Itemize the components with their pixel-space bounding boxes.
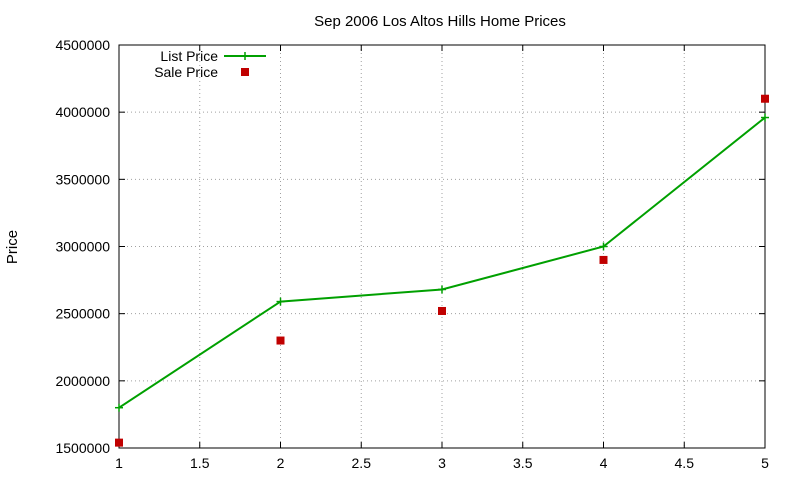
x-tick-label: 5 — [761, 455, 769, 471]
x-tick-label: 4.5 — [675, 455, 695, 471]
legend-marker — [241, 68, 249, 76]
data-point — [761, 113, 769, 122]
series-sale-price — [115, 94, 769, 447]
y-tick-label: 2500000 — [55, 306, 110, 322]
legend-label: Sale Price — [154, 64, 218, 80]
legend-label: List Price — [160, 48, 218, 64]
x-tick-label: 1 — [115, 455, 123, 471]
data-point — [438, 306, 446, 315]
axis-ticks: 1 1.5 2 2.5 3 3.5 4 4.5 5 1500000 2000000 2500000 30… — [55, 37, 769, 471]
x-tick-label: 1.5 — [190, 455, 210, 471]
data-point — [115, 438, 123, 447]
legend-item: List Price — [160, 48, 266, 64]
y-tick-label: 1500000 — [55, 440, 110, 456]
data-point — [599, 255, 608, 264]
data-point — [599, 242, 608, 251]
x-tick-label: 2.5 — [352, 455, 372, 471]
legend-item: Sale Price — [154, 64, 249, 80]
data-point — [438, 285, 446, 294]
series-list-price — [115, 113, 769, 412]
y-tick-label: 2000000 — [55, 373, 110, 389]
x-tick-label: 4 — [600, 455, 608, 471]
data-point — [761, 94, 769, 103]
data-point — [115, 403, 123, 412]
data-point — [276, 297, 285, 306]
y-tick-label: 4500000 — [55, 37, 110, 53]
data-point — [276, 336, 285, 345]
grid — [119, 45, 765, 448]
y-tick-label: 3500000 — [55, 171, 110, 187]
x-tick-label: 3 — [438, 455, 446, 471]
chart-title: Sep 2006 Los Altos Hills Home Prices — [314, 13, 566, 30]
y-tick-label: 4000000 — [55, 104, 110, 120]
y-tick-label: 3000000 — [55, 239, 110, 255]
x-tick-label: 2 — [277, 455, 285, 471]
legend-marker — [241, 52, 249, 60]
y-axis-label: Price — [4, 230, 21, 264]
x-tick-label: 3.5 — [513, 455, 533, 471]
series-layer — [115, 94, 769, 447]
